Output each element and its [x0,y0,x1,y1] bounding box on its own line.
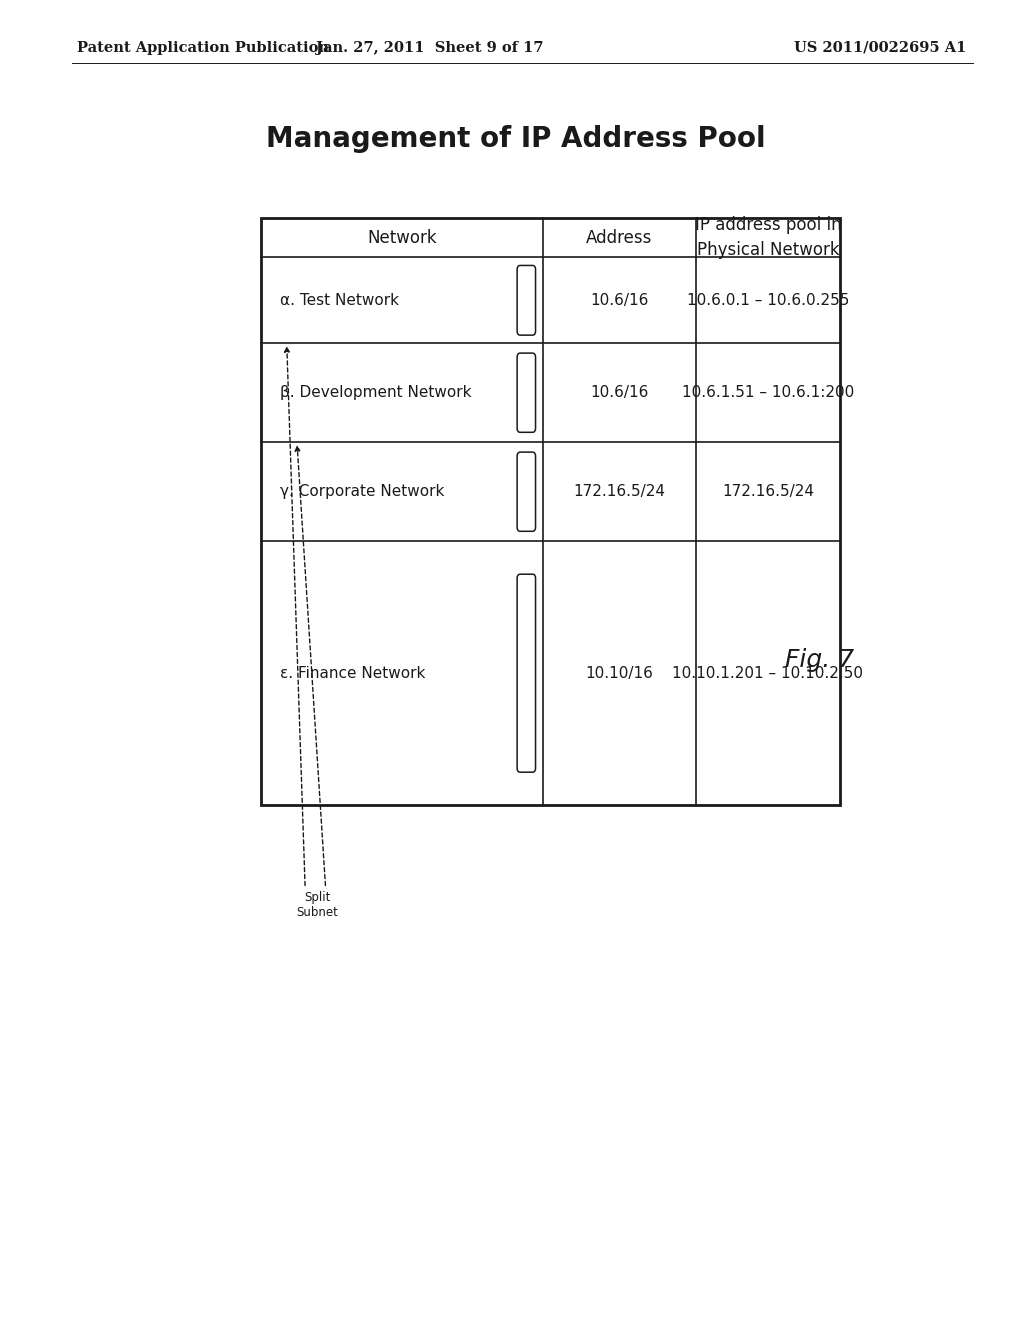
Text: Network: Network [368,228,436,247]
Text: Patent Application Publication: Patent Application Publication [77,41,329,54]
Text: Split
Subnet: Split Subnet [297,891,338,919]
Text: γ. Corporate Network: γ. Corporate Network [280,484,444,499]
Text: Jan. 27, 2011  Sheet 9 of 17: Jan. 27, 2011 Sheet 9 of 17 [316,41,544,54]
Text: β. Development Network: β. Development Network [280,385,471,400]
Text: 10.6.1.51 – 10.6.1:200: 10.6.1.51 – 10.6.1:200 [682,385,854,400]
FancyBboxPatch shape [517,574,536,772]
FancyBboxPatch shape [517,451,536,532]
Text: 10.10.1.201 – 10.10.2.50: 10.10.1.201 – 10.10.2.50 [673,665,863,681]
Text: 10.6/16: 10.6/16 [590,293,649,308]
FancyBboxPatch shape [517,265,536,335]
Text: 10.10/16: 10.10/16 [586,665,653,681]
Text: 172.16.5/24: 172.16.5/24 [722,484,814,499]
Text: α. Test Network: α. Test Network [280,293,398,308]
Text: Address: Address [587,228,652,247]
Text: IP address pool in
Physical Network: IP address pool in Physical Network [694,216,842,259]
Text: 172.16.5/24: 172.16.5/24 [573,484,666,499]
Text: ε. Finance Network: ε. Finance Network [280,665,425,681]
Text: 10.6.0.1 – 10.6.0.255: 10.6.0.1 – 10.6.0.255 [687,293,849,308]
Text: 10.6/16: 10.6/16 [590,385,649,400]
Text: Management of IP Address Pool: Management of IP Address Pool [266,124,766,153]
FancyBboxPatch shape [517,354,536,433]
Text: Fig. 7: Fig. 7 [784,648,854,672]
Bar [261,218,840,805]
Text: US 2011/0022695 A1: US 2011/0022695 A1 [795,41,967,54]
